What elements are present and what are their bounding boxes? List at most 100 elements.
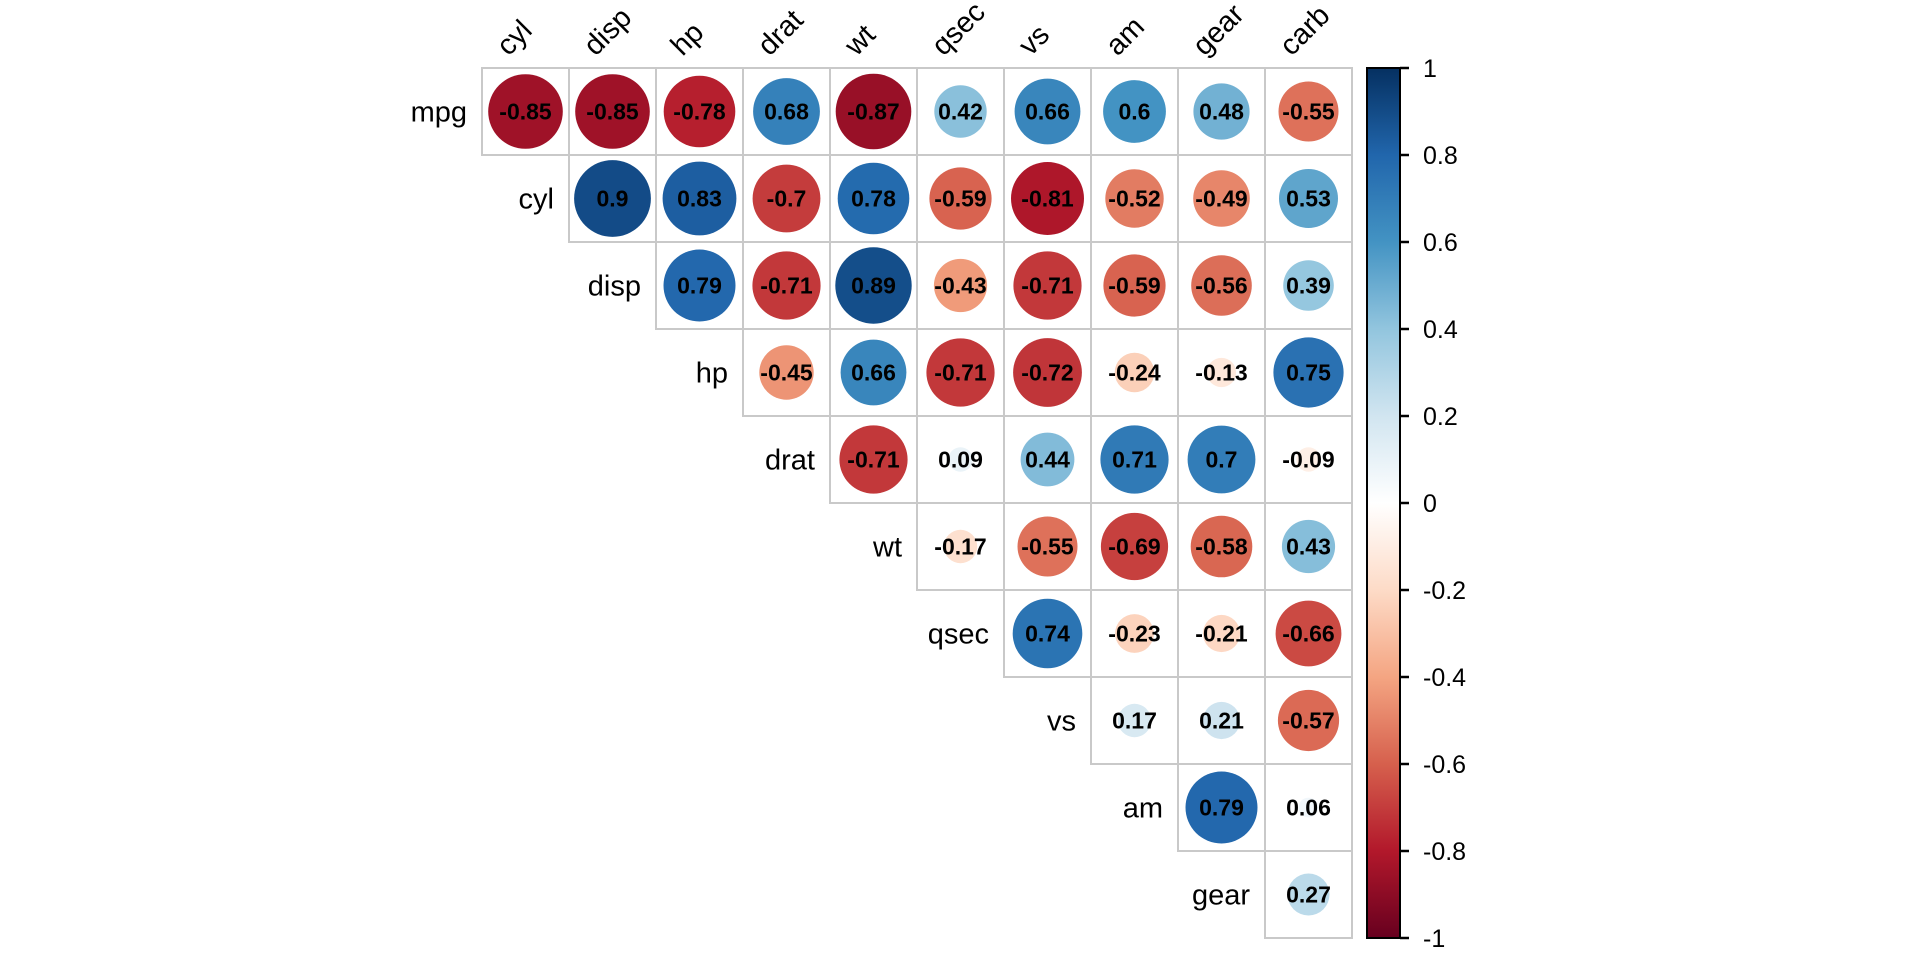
correlation-value-qsec-gear: -0.21 — [1195, 621, 1248, 647]
colorbar-tick-label: 0.2 — [1423, 403, 1458, 431]
correlation-circle-mpg-qsec — [934, 85, 987, 138]
row-label-qsec: qsec — [928, 619, 989, 651]
correlation-value-gear-carb: 0.27 — [1286, 882, 1331, 908]
correlation-value-cyl-am: -0.52 — [1108, 186, 1160, 212]
row-label-am: am — [1123, 793, 1163, 825]
correlation-value-qsec-vs: 0.74 — [1025, 621, 1070, 647]
colorbar-tick-label: -1 — [1423, 925, 1445, 953]
correlation-value-am-carb: 0.06 — [1286, 795, 1331, 821]
correlation-circle-disp-am — [1103, 254, 1166, 317]
correlation-value-vs-am: 0.17 — [1112, 708, 1157, 734]
row-label-disp: disp — [588, 271, 641, 303]
correlation-circle-am-carb — [1298, 797, 1319, 818]
correlation-value-drat-gear: 0.7 — [1206, 447, 1238, 473]
correlation-value-disp-qsec: -0.43 — [934, 273, 986, 299]
correlation-circle-disp-qsec — [933, 258, 988, 313]
correlation-circle-qsec-carb — [1275, 600, 1342, 667]
correlation-circle-cyl-wt — [837, 162, 910, 235]
matrix-cell-hp-drat — [742, 328, 831, 417]
correlation-value-disp-carb: 0.39 — [1286, 273, 1331, 299]
column-label-am: am — [1100, 11, 1151, 62]
correlation-value-disp-gear: -0.56 — [1195, 273, 1247, 299]
colorbar-tick-label: 0.6 — [1423, 229, 1458, 257]
correlation-value-cyl-gear: -0.49 — [1195, 186, 1247, 212]
correlation-value-drat-qsec: 0.09 — [938, 447, 983, 473]
correlation-circle-wt-am — [1100, 512, 1169, 581]
correlation-value-hp-am: -0.24 — [1108, 360, 1161, 386]
correlation-circle-am-gear — [1185, 771, 1258, 844]
correlation-value-mpg-qsec: 0.42 — [938, 99, 983, 125]
correlation-value-cyl-carb: 0.53 — [1286, 186, 1331, 212]
row-label-hp: hp — [696, 358, 728, 390]
correlation-circle-drat-wt — [839, 425, 908, 494]
correlation-value-mpg-cyl: -0.85 — [499, 99, 552, 125]
correlation-circle-drat-gear — [1187, 425, 1256, 494]
correlation-circle-mpg-vs — [1014, 78, 1081, 145]
correlation-circle-hp-drat — [759, 345, 814, 400]
correlation-circle-mpg-am — [1103, 80, 1166, 143]
correlation-value-hp-wt: 0.66 — [851, 360, 896, 386]
correlation-value-mpg-carb: -0.55 — [1282, 99, 1335, 125]
correlation-circle-wt-gear — [1190, 515, 1253, 578]
correlation-circle-mpg-drat — [753, 78, 820, 145]
correlation-circle-drat-qsec — [948, 447, 973, 472]
correlation-circle-vs-gear — [1202, 701, 1241, 740]
correlation-value-hp-drat: -0.45 — [760, 360, 813, 386]
correlation-circle-disp-wt — [835, 247, 912, 324]
correlation-circle-cyl-qsec — [929, 167, 992, 230]
correlation-circle-wt-qsec — [943, 529, 978, 564]
colorbar-tick-label: 0.4 — [1423, 316, 1458, 344]
correlation-circle-vs-am — [1117, 703, 1152, 738]
correlation-circle-drat-carb — [1296, 447, 1321, 472]
correlation-value-wt-gear: -0.58 — [1195, 534, 1248, 560]
correlation-value-cyl-disp: 0.9 — [597, 186, 629, 212]
correlation-circle-cyl-gear — [1193, 170, 1250, 227]
correlation-value-qsec-am: -0.23 — [1108, 621, 1160, 647]
correlation-value-disp-drat: -0.71 — [760, 273, 813, 299]
correlation-circle-mpg-disp — [575, 74, 650, 149]
correlation-value-wt-am: -0.69 — [1108, 534, 1160, 560]
correlation-circle-hp-wt — [840, 339, 907, 406]
correlation-circle-cyl-disp — [574, 160, 651, 237]
row-label-cyl: cyl — [519, 184, 554, 216]
correlation-circle-hp-vs — [1013, 338, 1082, 407]
row-label-mpg: mpg — [411, 97, 467, 129]
correlation-circle-cyl-vs — [1011, 162, 1084, 235]
column-label-carb: carb — [1274, 0, 1337, 62]
correlation-value-mpg-am: 0.6 — [1119, 99, 1151, 125]
correlation-circle-mpg-gear — [1193, 83, 1250, 140]
correlation-circle-disp-vs — [1013, 251, 1082, 320]
correlation-value-disp-wt: 0.89 — [851, 273, 896, 299]
correlation-circle-hp-am — [1114, 352, 1155, 393]
correlation-value-mpg-drat: 0.68 — [764, 99, 809, 125]
correlation-circle-wt-vs — [1017, 516, 1078, 577]
correlation-circle-mpg-cyl — [488, 74, 563, 149]
correlation-value-mpg-disp: -0.85 — [586, 99, 639, 125]
correlation-circle-qsec-am — [1115, 614, 1154, 653]
correlation-value-disp-am: -0.59 — [1108, 273, 1160, 299]
correlation-value-drat-wt: -0.71 — [847, 447, 900, 473]
column-label-drat: drat — [752, 4, 810, 62]
correlation-circle-hp-gear — [1206, 357, 1237, 388]
colorbar-tick-label: 0 — [1423, 490, 1437, 518]
correlation-circle-mpg-hp — [663, 75, 736, 148]
colorbar-tick-label: -0.8 — [1423, 838, 1466, 866]
colorbar-tick-label: -0.6 — [1423, 751, 1466, 779]
correlation-circle-cyl-am — [1105, 169, 1164, 228]
correlation-value-vs-carb: -0.57 — [1282, 708, 1334, 734]
correlation-value-hp-vs: -0.72 — [1021, 360, 1073, 386]
correlation-circle-cyl-hp — [662, 161, 737, 236]
correlation-circle-disp-hp — [663, 249, 736, 322]
correlation-value-wt-vs: -0.55 — [1021, 534, 1074, 560]
correlation-value-cyl-hp: 0.83 — [677, 186, 722, 212]
colorbar-tick-label: -0.2 — [1423, 577, 1466, 605]
correlation-circle-cyl-drat — [752, 164, 821, 233]
correlation-circle-disp-drat — [752, 251, 821, 320]
colorbar — [1366, 67, 1401, 939]
row-label-wt: wt — [872, 532, 902, 564]
correlation-value-drat-carb: -0.09 — [1282, 447, 1334, 473]
row-label-gear: gear — [1192, 880, 1250, 912]
correlation-value-mpg-vs: 0.66 — [1025, 99, 1070, 125]
